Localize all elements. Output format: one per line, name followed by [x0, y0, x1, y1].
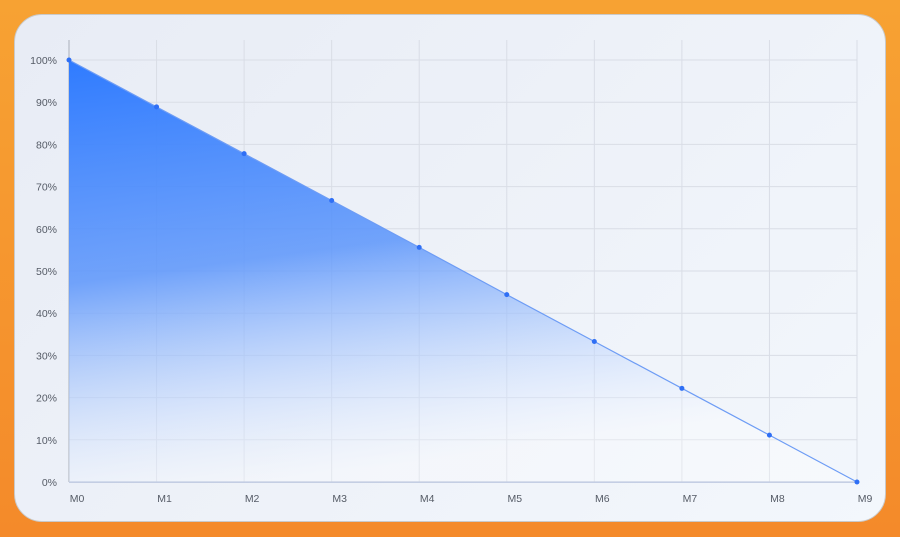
- y-tick-label: 50%: [36, 266, 57, 278]
- data-point: [854, 479, 860, 485]
- data-point: [329, 198, 335, 204]
- x-tick-label: M0: [70, 493, 85, 505]
- data-point: [154, 104, 160, 110]
- data-point: [766, 432, 772, 438]
- y-tick-label: 100%: [30, 55, 57, 67]
- x-tick-label: M4: [420, 493, 435, 505]
- x-tick-label: M2: [245, 493, 260, 505]
- x-tick-label: M3: [332, 493, 347, 505]
- x-tick-label: M8: [770, 493, 785, 505]
- y-tick-label: 60%: [36, 224, 57, 236]
- y-tick-label: 90%: [36, 97, 57, 109]
- x-tick-label: M6: [595, 493, 610, 505]
- y-tick-label: 20%: [36, 393, 57, 405]
- y-tick-label: 0%: [42, 477, 57, 489]
- data-point: [504, 292, 510, 298]
- y-tick-label: 70%: [36, 182, 57, 194]
- data-point: [679, 385, 685, 391]
- y-tick-label: 10%: [36, 435, 57, 447]
- data-point: [591, 338, 597, 344]
- x-tick-label: M7: [683, 493, 698, 505]
- data-point: [241, 151, 247, 157]
- x-tick-label: M9: [858, 493, 873, 505]
- y-tick-label: 40%: [36, 308, 57, 320]
- x-tick-label: M1: [157, 493, 172, 505]
- data-point: [66, 57, 72, 63]
- y-tick-label: 80%: [36, 139, 57, 151]
- series-line: [68, 59, 858, 483]
- y-tick-label: 30%: [36, 350, 57, 362]
- x-tick-label: M5: [507, 493, 522, 505]
- data-point: [416, 244, 422, 250]
